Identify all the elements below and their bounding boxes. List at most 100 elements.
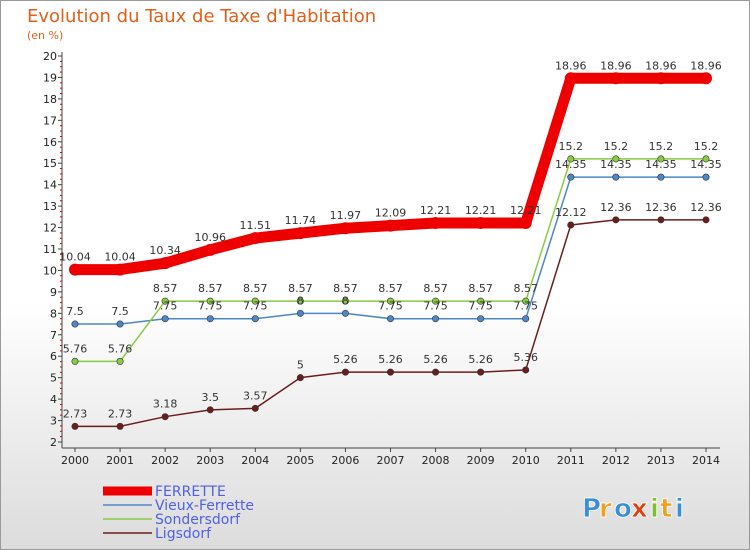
data-point	[386, 297, 394, 305]
logo-letter: P	[582, 494, 601, 524]
data-point	[384, 219, 397, 232]
data-point	[116, 320, 124, 328]
data-point	[296, 297, 304, 305]
data-point	[341, 309, 349, 317]
x-tick-label: 2009	[467, 454, 495, 467]
data-point	[161, 413, 169, 421]
data-point	[251, 404, 259, 412]
data-label: 15.2	[604, 140, 629, 153]
data-label: 5.26	[468, 353, 493, 366]
data-label: 14.35	[555, 158, 587, 171]
logo-letter: o	[614, 494, 632, 524]
y-tick-label: 18	[43, 93, 57, 106]
legend-entry: FERRETTE	[155, 484, 226, 500]
data-point	[71, 422, 79, 430]
legend-entry: Sondersdorf	[155, 512, 241, 528]
data-label: 14.35	[645, 158, 677, 171]
x-tick-label: 2012	[602, 454, 630, 467]
data-label: 8.57	[333, 282, 358, 295]
data-point	[206, 406, 214, 414]
y-tick-label: 14	[43, 179, 57, 192]
data-label: 3.18	[153, 398, 178, 411]
data-point	[341, 368, 349, 376]
data-label: 5.26	[423, 353, 448, 366]
axes: 2 3 4 5 6 7 8 9 10 11 12 13 14 15 16 17 18 19 20 2000 2001 20…	[43, 50, 720, 467]
chart-title: Evolution du Taux de Taxe d'Habitation	[27, 6, 377, 27]
data-label: 10.96	[194, 231, 226, 244]
y-tick-label: 6	[50, 350, 57, 363]
data-label: 7.75	[378, 300, 403, 313]
data-point	[477, 368, 485, 376]
series-ferrette	[69, 72, 712, 276]
y-tick-label: 5	[50, 372, 57, 385]
data-point	[567, 173, 575, 181]
data-point	[386, 368, 394, 376]
data-label: 18.96	[690, 59, 722, 72]
data-label: 3.57	[243, 389, 268, 402]
logo-letter: i	[650, 494, 659, 524]
y-tick-label: 20	[43, 50, 57, 63]
data-label: 10.04	[104, 251, 136, 264]
data-point	[432, 315, 440, 323]
data-point	[206, 315, 214, 323]
data-point	[296, 374, 304, 382]
data-label: 14.35	[690, 158, 722, 171]
logo-letter: x	[631, 494, 648, 524]
x-tick-label: 2008	[422, 454, 450, 467]
data-point	[71, 320, 79, 328]
labels-vieux-ferrette: 7.5 7.5 7.75 7.75 7.75 8 8 7.75 7.75 7.75 7.75 14.3…	[66, 158, 722, 318]
data-label: 7.75	[198, 300, 223, 313]
data-point	[612, 173, 620, 181]
series-ligsdorf	[71, 216, 710, 430]
series-line	[69, 72, 712, 276]
legend: FERRETTEVieux-FerretteSondersdorfLigsdor…	[103, 484, 254, 542]
data-point	[657, 216, 665, 224]
data-label: 2.73	[63, 407, 88, 420]
data-point	[519, 217, 532, 230]
data-label: 5	[297, 359, 304, 372]
y-tick-label: 13	[43, 200, 57, 213]
data-label: 12.36	[690, 201, 722, 214]
data-label: 8.57	[378, 282, 403, 295]
y-tick-label: 12	[43, 222, 57, 235]
data-point	[71, 357, 79, 365]
legend-entry: Vieux-Ferrette	[155, 498, 254, 514]
legend-entry: Ligsdorf	[155, 526, 212, 542]
data-label: 7.5	[66, 305, 84, 318]
data-label: 12.36	[645, 201, 677, 214]
data-label: 12.21	[465, 204, 497, 217]
data-label: 8.57	[513, 282, 538, 295]
data-label: 5.36	[513, 351, 538, 364]
data-point	[159, 257, 172, 270]
data-point	[522, 366, 530, 374]
data-point	[386, 315, 394, 323]
logo-letter: i	[675, 494, 684, 524]
x-tick-label: 2014	[692, 454, 720, 467]
x-tick-label: 2000	[61, 454, 89, 467]
x-tick-label: 2013	[647, 454, 675, 467]
data-label: 7.75	[513, 300, 538, 313]
data-point	[206, 297, 214, 305]
labels-sondersdorf: 5.76 5.76 8.57 8.57 8.57 8.57 8.57 8.57 8.57 8.57…	[63, 140, 719, 355]
x-tick-label: 2011	[557, 454, 585, 467]
y-tick-label: 19	[43, 71, 57, 84]
y-tick-label: 17	[43, 114, 57, 127]
data-label: 8.57	[198, 282, 223, 295]
data-point	[294, 227, 307, 240]
x-tick-label: 2002	[151, 454, 179, 467]
labels-ligsdorf: 2.73 2.73 3.18 3.5 3.57 5 5.26 5.26 5.26 5.26 5.36…	[63, 201, 722, 421]
data-label: 15.2	[559, 140, 584, 153]
x-tick-label: 2005	[286, 454, 314, 467]
series-group: 10.04 10.04 10.34 10.96 11.51 11.74 11.97 12.09…	[59, 59, 722, 430]
data-point	[69, 263, 81, 276]
data-point	[339, 222, 352, 235]
data-label: 5.26	[333, 353, 358, 366]
data-label: 11.97	[330, 209, 362, 222]
data-label: 8.57	[153, 282, 178, 295]
x-tick-label: 2007	[377, 454, 405, 467]
data-point	[249, 232, 262, 245]
data-point	[702, 216, 710, 224]
y-tick-label: 2	[50, 436, 57, 449]
data-point	[432, 368, 440, 376]
